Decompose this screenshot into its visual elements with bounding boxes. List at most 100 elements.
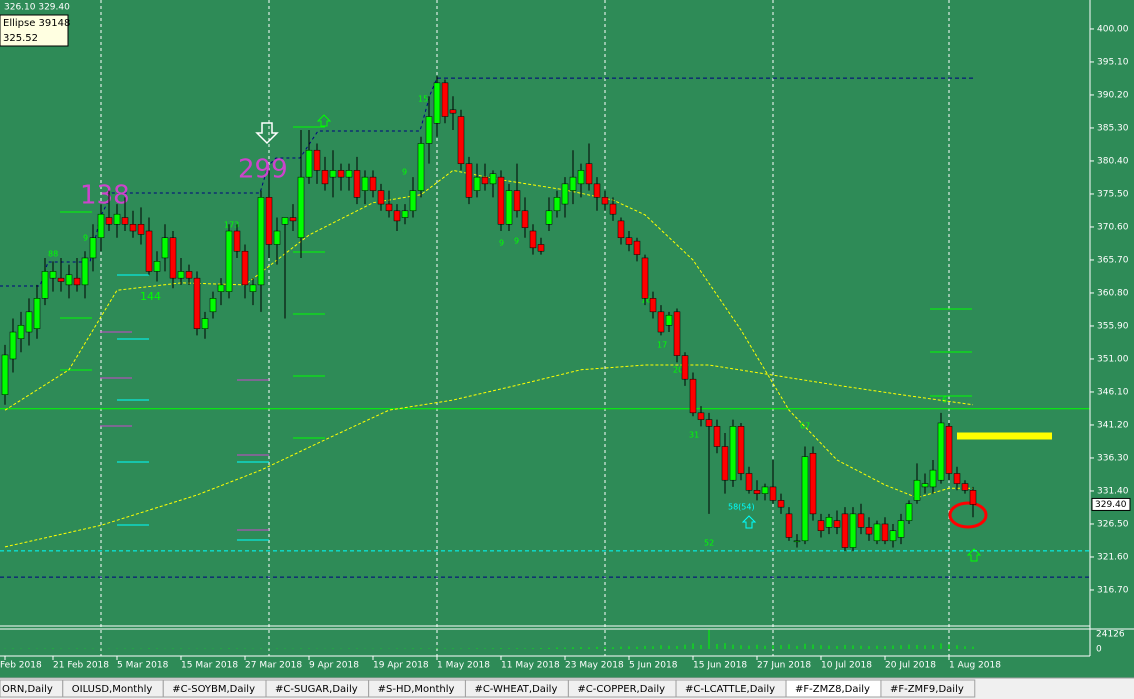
candle-body [401,210,409,218]
y-tick-label: 331.40 [1097,486,1129,496]
annotation: 15 [418,95,428,104]
tab[interactable]: #C-WHEAT,Daily [464,679,569,698]
candle-body [545,210,553,225]
candle-body [353,170,361,198]
candle-body [937,422,945,481]
y-tick-label: 355.90 [1097,321,1129,331]
candle-body [817,520,825,531]
tab-background[interactable] [880,679,976,698]
candle-body [97,213,105,238]
y-tick-label: 321.60 [1097,552,1129,562]
y-tick-label: 365.70 [1097,255,1129,265]
candle-body [313,149,321,171]
candle-body [233,230,241,252]
candle-body [409,190,417,212]
y-tick-label: 370.60 [1097,222,1129,232]
tab[interactable]: #C-COPPER,Daily [567,679,677,698]
candle-body [217,284,225,292]
annotation: 88 [48,250,58,259]
candle-body [785,513,793,538]
x-tick-label: 23 May 2018 [565,661,624,671]
candle-body [329,170,337,178]
tab-label[interactable]: OILUSD,Monthly [72,684,153,695]
candle-body [505,190,513,225]
moving-average [4,364,974,548]
x-tick-label: 1 May 2018 [437,661,490,671]
candle-body [481,176,489,185]
tab[interactable]: #C-LCATTLE,Daily [675,679,787,698]
candle-body [929,469,937,488]
candle-body [209,298,217,313]
annotation: 20 [673,366,683,375]
tab-label[interactable]: #F-ZMZ8,Daily [795,684,870,695]
y-tick-label: 390.20 [1097,90,1129,100]
tab[interactable]: #F-ZMF9,Daily [880,679,976,698]
annotation: 16 [641,296,651,305]
tab[interactable]: #F-ZMZ8,Daily [785,679,882,698]
candle-body [745,473,753,491]
candle-body [305,149,313,178]
candle-body [809,453,817,515]
candle-body [969,490,977,505]
y-tick-label: 351.00 [1097,354,1129,364]
candle-body [577,170,585,185]
tab[interactable]: ORN,Daily [0,679,64,698]
tab-label[interactable]: #C-LCATTLE,Daily [685,684,775,695]
tab-label[interactable]: #C-SUGAR,Daily [275,684,358,695]
arrow-up [966,548,982,562]
tab[interactable]: OILUSD,Monthly [62,679,164,698]
candle-body [265,197,273,245]
candle-body [65,274,73,286]
tab-label[interactable]: ORN,Daily [2,684,53,695]
arrow-up [741,515,757,529]
candle-body [385,203,393,212]
tab-label[interactable]: #C-SOYBM,Daily [172,684,255,695]
annotation: 138 [80,181,130,211]
candle-body [625,237,633,245]
candle-body [633,240,641,255]
annotation: 9 [514,237,519,246]
annotation: 6 [942,396,947,405]
current-price-label: 329.40 [1095,500,1127,510]
candle-body [457,116,465,164]
candle-body [433,82,441,124]
candle-body [761,486,769,494]
candle-body [289,217,297,222]
annotation: 67 [800,422,810,431]
x-tick-label: 21 Feb 2018 [53,661,109,671]
candle-body [321,170,329,185]
candle-body [49,271,57,279]
x-tick-label: 27 Mar 2018 [245,661,302,671]
plot-area: 138 299 88 9 144 173 9 9 9 16 17 20 31 5… [0,0,1090,656]
x-tick-label: 10 Jul 2018 [821,661,872,671]
indicator-segments [0,77,972,541]
x-tick-label: 27 Jun 2018 [757,661,811,671]
tab-label[interactable]: #F-ZMF9,Daily [890,684,964,695]
tab[interactable]: #S-HD,Monthly [368,679,466,698]
tab-label[interactable]: #S-HD,Monthly [378,684,455,695]
volume-tick-label: 0 [1096,645,1102,655]
candle-body [953,473,961,484]
candle-body [769,486,777,501]
candle-body [497,176,505,225]
candle-body [841,513,849,548]
tab[interactable]: #C-SUGAR,Daily [265,679,370,698]
candle-body [793,540,801,543]
annotation: 299 [238,155,288,185]
candle-body [449,109,457,114]
candle-body [537,244,545,252]
arrow-up [316,114,332,127]
candle-body [529,230,537,249]
candle-body [345,170,353,178]
tab[interactable]: #C-SOYBM,Daily [162,679,267,698]
tab-label[interactable]: #C-COPPER,Daily [577,684,665,695]
candle-body [169,237,177,279]
candle-body [281,217,289,225]
tab-label[interactable]: #C-WHEAT,Daily [474,684,557,695]
y-tick-label: 346.10 [1097,387,1129,397]
candle-body [393,210,401,222]
candle-body [513,190,521,212]
candle-body [1,354,9,395]
candle-body [177,271,185,279]
candle-body [9,331,17,360]
